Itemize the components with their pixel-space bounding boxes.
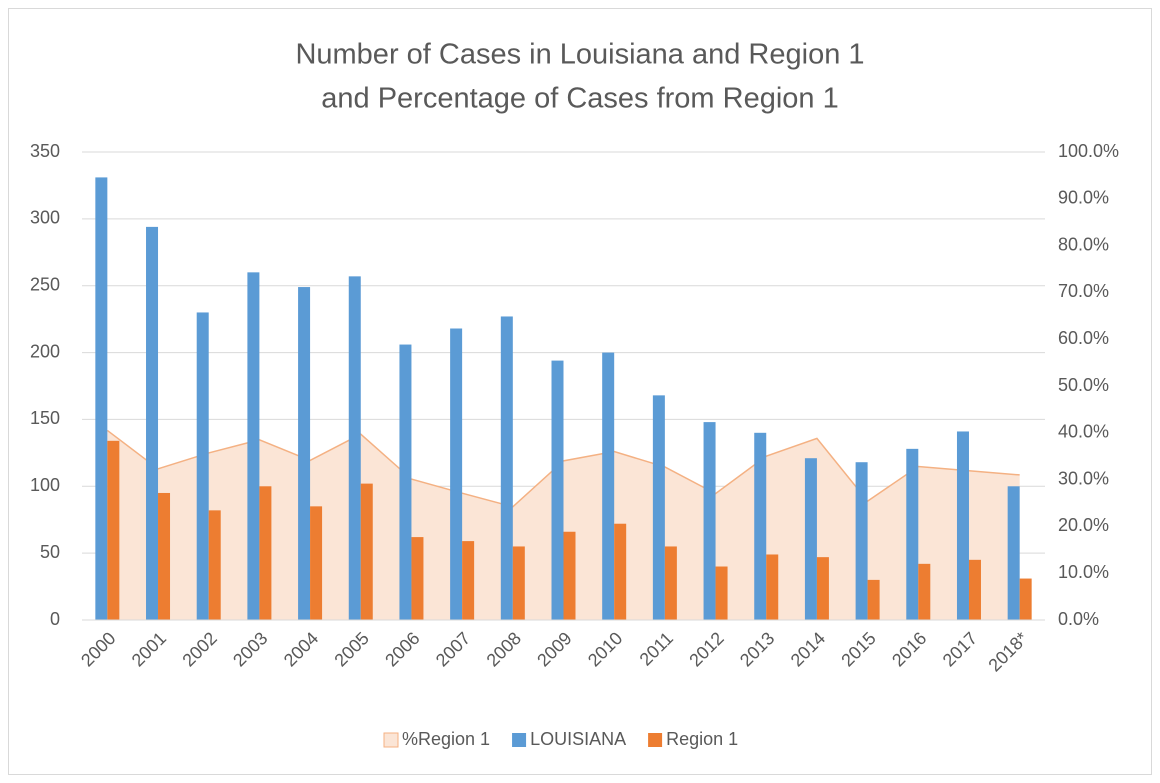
- chart-title: Number of Cases in Louisiana and Region …: [295, 39, 864, 71]
- y2-tick-label: 70.0%: [1058, 281, 1109, 301]
- y-tick-label: 100: [30, 475, 60, 495]
- bar: [1019, 578, 1032, 620]
- bar: [855, 462, 868, 620]
- bar: [906, 448, 919, 620]
- bar: [348, 276, 361, 620]
- bar: [411, 537, 424, 620]
- y-tick-label: 200: [30, 341, 60, 361]
- y-tick-label: 50: [40, 542, 60, 562]
- bar: [259, 486, 272, 620]
- legend-swatch: [648, 733, 663, 747]
- bar: [196, 312, 209, 620]
- bar: [614, 523, 627, 620]
- bar: [450, 328, 463, 620]
- y2-tick-label: 20.0%: [1058, 515, 1109, 535]
- bar: [158, 492, 171, 620]
- bar: [968, 559, 981, 620]
- bar: [715, 566, 728, 620]
- bar: [360, 483, 373, 620]
- bar: [766, 554, 779, 620]
- bar: [146, 226, 159, 620]
- y2-tick-label: 80.0%: [1058, 234, 1109, 254]
- bar: [208, 510, 221, 620]
- bar: [298, 287, 311, 620]
- bar: [95, 177, 108, 621]
- chart-border: [8, 8, 1152, 775]
- bar: [310, 506, 323, 620]
- bar: [918, 563, 931, 620]
- y-tick-label: 150: [30, 408, 60, 428]
- y2-tick-label: 10.0%: [1058, 562, 1109, 582]
- bar: [754, 432, 767, 620]
- y2-tick-label: 30.0%: [1058, 468, 1109, 488]
- legend-swatch: [512, 733, 527, 747]
- y2-tick-label: 100.0%: [1058, 141, 1119, 161]
- bar: [551, 360, 564, 620]
- bar: [867, 579, 880, 620]
- y-tick-label: 250: [30, 274, 60, 294]
- chart-title: and Percentage of Cases from Region 1: [321, 83, 838, 115]
- y-tick-label: 300: [30, 208, 60, 228]
- bar: [563, 531, 576, 620]
- bar: [602, 352, 615, 620]
- bar: [247, 272, 260, 620]
- bar: [816, 557, 829, 620]
- bar: [399, 344, 412, 620]
- y2-tick-label: 0.0%: [1058, 609, 1099, 629]
- legend-label: LOUISIANA: [530, 729, 626, 749]
- legend-swatch: [383, 732, 399, 748]
- bar: [462, 541, 475, 620]
- y2-tick-label: 60.0%: [1058, 328, 1109, 348]
- y2-tick-label: 50.0%: [1058, 375, 1109, 395]
- y2-tick-label: 90.0%: [1058, 188, 1109, 208]
- bar: [956, 431, 969, 620]
- bar: [107, 440, 120, 620]
- legend-label: Region 1: [666, 729, 738, 749]
- y2-tick-label: 40.0%: [1058, 422, 1109, 442]
- bar: [804, 458, 817, 620]
- bar: [652, 395, 665, 620]
- legend-label: %Region 1: [402, 729, 490, 749]
- bar: [512, 546, 525, 620]
- bar: [1007, 486, 1020, 620]
- y-tick-label: 0: [50, 609, 60, 629]
- y-tick-label: 350: [30, 141, 60, 161]
- bar: [703, 422, 716, 620]
- bar: [500, 316, 513, 620]
- bar: [664, 546, 677, 620]
